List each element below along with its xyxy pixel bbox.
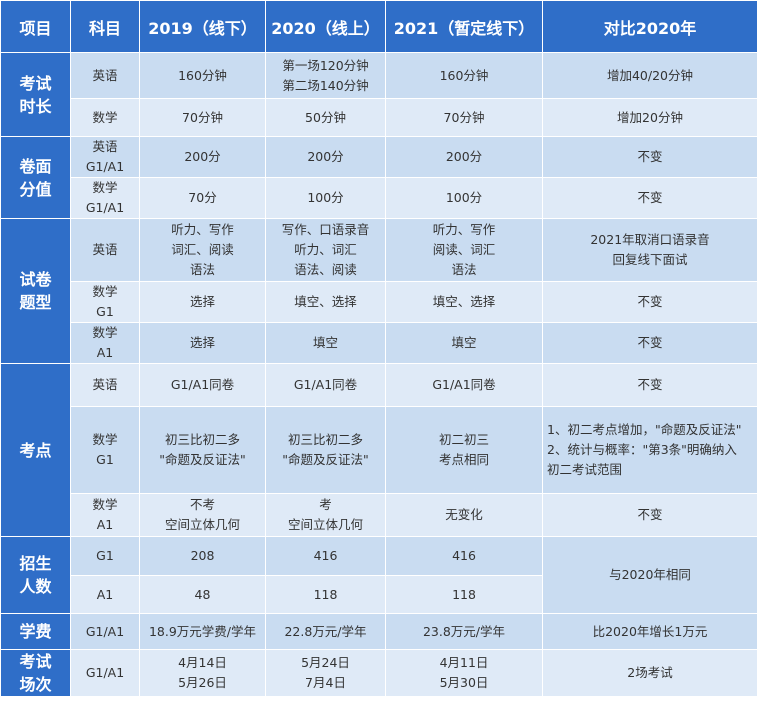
table-row: 数学 A1 不考 空间立体几何考空间立体几何 无变化 不变 xyxy=(1,493,757,537)
cell-2020: 第一场120分钟 第二场140分钟 xyxy=(265,52,386,99)
table-row: 数学 G1 选择 填空、选择 填空、选择 不变 xyxy=(1,281,757,323)
table-row: 数学 G1/A1 70分 100分 100分 不变 xyxy=(1,177,757,219)
cell-2019: 选择 xyxy=(139,281,266,323)
table-row: 数学 70分钟 50分钟 70分钟 增加20分钟 xyxy=(1,98,757,137)
table-row: 卷面 分值 英语 G1/A1 200分 200分 200分 不变 xyxy=(0,136,757,219)
subject-cell: 数学 A1 xyxy=(70,322,140,364)
cell-2021: 4月11日 5月30日 xyxy=(385,649,543,697)
header-project: 项目 xyxy=(0,0,71,53)
cell-2019: 初三比初二多 "命题及反证法" xyxy=(139,406,266,494)
cell-2021: 初二初三 考点相同 xyxy=(385,406,543,494)
table-row: 招生 人数 G1 208 416 416 与2020年相同 xyxy=(0,536,757,614)
category-label: 试卷 题型 xyxy=(0,218,71,364)
cell-2019: 208 xyxy=(139,536,266,576)
cell-2020: 5月24日 7月4日 xyxy=(265,649,386,697)
header-2019: 2019（线下） xyxy=(139,0,266,53)
cell-2021: 无变化 xyxy=(385,493,543,537)
cell-compare: 2场考试 xyxy=(542,649,757,697)
cell-2020: 416 xyxy=(265,536,386,576)
subject-cell: 数学 G1 xyxy=(70,281,140,323)
category-label: 考试 时长 xyxy=(0,52,71,137)
cell-2019: 不考 空间立体几何 xyxy=(139,493,266,537)
category-label: 卷面 分值 xyxy=(0,136,71,219)
cell-2020: 填空、选择 xyxy=(265,281,386,323)
cell-compare: 与2020年相同 xyxy=(542,536,757,614)
cell-compare: 增加20分钟 xyxy=(542,98,757,137)
cell-2021: 填空、选择 xyxy=(385,281,543,323)
cell-compare: 不变 xyxy=(542,363,757,407)
cell-compare: 不变 xyxy=(542,322,757,364)
category-label: 考试 场次 xyxy=(0,649,71,697)
cell-2019: 4月14日 5月26日 xyxy=(139,649,266,697)
cell-2021: G1/A1同卷 xyxy=(385,363,543,407)
subject-cell: 数学 G1 xyxy=(70,406,140,494)
table-row: 考试 时长 英语 160分钟 第一场120分钟 第二场140分钟 160分钟 增加40/20分… xyxy=(0,52,757,137)
cell-compare: 不变 xyxy=(542,281,757,323)
cell-compare: 1、初二考点增加，"命题及反证法" 2、统计与概率："第3条"明确纳入 初二考试范围 xyxy=(542,406,757,494)
cell-2020: 填空 xyxy=(265,322,386,364)
subject-cell: 数学 A1 xyxy=(70,493,140,537)
cell-2019: 70分钟 xyxy=(139,98,266,137)
subject-cell: G1/A1 xyxy=(70,649,140,697)
subject-cell: 数学 xyxy=(70,98,140,137)
cell-2019: 200分 xyxy=(139,136,266,178)
cell-2020: 22.8万元/学年 xyxy=(265,613,386,650)
cell-compare: 不变 xyxy=(542,177,757,219)
cell-2020: 考空间立体几何 xyxy=(265,493,386,537)
cell-2020: 118 xyxy=(265,575,386,614)
cell-compare: 不变 xyxy=(542,493,757,537)
cell-2021: 118 xyxy=(385,575,543,614)
table-body: 考试 时长 英语 160分钟 第一场120分钟 第二场140分钟 160分钟 增加40/20分… xyxy=(0,52,757,697)
cell-2021: 70分钟 xyxy=(385,98,543,137)
category-label: 考点 xyxy=(0,363,71,537)
cell-2021: 听力、写作 阅读、词汇 语法 xyxy=(385,218,543,282)
table-row: 数学 G1 初三比初二多 "命题及反证法" 初三比初二多 "命题及反证法" 初二初三 考点相同… xyxy=(1,406,757,494)
cell-2021: 填空 xyxy=(385,322,543,364)
cell-compare: 2021年取消口语录音 回复线下面试 xyxy=(542,218,757,282)
table-row: 数学 A1 选择 填空 填空 不变 xyxy=(1,322,757,364)
cell-2020: G1/A1同卷 xyxy=(265,363,386,407)
cell-2021: 100分 xyxy=(385,177,543,219)
subject-cell: 英语 xyxy=(70,363,140,407)
cell-2020: 200分 xyxy=(265,136,386,178)
header-2021: 2021（暂定线下） xyxy=(385,0,543,53)
category-label: 学费 xyxy=(0,613,71,650)
table-row: 学费 G1/A1 18.9万元学费/学年 22.8万元/学年 23.8万元/学年 比202… xyxy=(0,613,757,650)
cell-2020: 初三比初二多 "命题及反证法" xyxy=(265,406,386,494)
cell-2019: 70分 xyxy=(139,177,266,219)
header-2020: 2020（线上） xyxy=(265,0,386,53)
cell-2019: 选择 xyxy=(139,322,266,364)
cell-2021: 200分 xyxy=(385,136,543,178)
subject-cell: G1 xyxy=(70,536,140,576)
cell-2020: 50分钟 xyxy=(265,98,386,137)
cell-compare: 不变 xyxy=(542,136,757,178)
header-subject: 科目 xyxy=(70,0,140,53)
cell-2019: 听力、写作 词汇、阅读 语法 xyxy=(139,218,266,282)
cell-2020: 写作、口语录音 听力、词汇 语法、阅读 xyxy=(265,218,386,282)
table-row: 考试 场次 G1/A1 4月14日 5月26日 5月24日 7月4日 4月11日 5月30日 2场… xyxy=(0,649,757,697)
cell-2019: 48 xyxy=(139,575,266,614)
cell-2021: 416 xyxy=(385,536,543,576)
subject-cell: 英语 xyxy=(70,52,140,99)
subject-cell: 英语 xyxy=(70,218,140,282)
cell-2019: G1/A1同卷 xyxy=(139,363,266,407)
subject-cell: G1/A1 xyxy=(70,613,140,650)
table-header: 项目 科目 2019（线下） 2020（线上） 2021（暂定线下） 对比202… xyxy=(0,0,757,53)
cell-compare: 比2020年增长1万元 xyxy=(542,613,757,650)
subject-cell: 数学 G1/A1 xyxy=(70,177,140,219)
table-row: 试卷 题型 英语 听力、写作 词汇、阅读 语法 写作、口语录音 听力、词汇 语法、阅读 听力、写作… xyxy=(0,218,757,364)
cell-2021: 23.8万元/学年 xyxy=(385,613,543,650)
table-row: A1 48 118 118 xyxy=(1,575,757,614)
cell-2019: 18.9万元学费/学年 xyxy=(139,613,266,650)
cell-2019: 160分钟 xyxy=(139,52,266,99)
subject-cell: A1 xyxy=(70,575,140,614)
cell-compare: 增加40/20分钟 xyxy=(542,52,757,99)
cell-2021: 160分钟 xyxy=(385,52,543,99)
cell-2020: 100分 xyxy=(265,177,386,219)
table-row: 考点 英语 G1/A1同卷 G1/A1同卷 G1/A1同卷 不变 xyxy=(0,363,757,537)
subject-cell: 英语 G1/A1 xyxy=(70,136,140,178)
header-compare-2020: 对比2020年 xyxy=(542,0,757,53)
category-label: 招生 人数 xyxy=(0,536,71,614)
